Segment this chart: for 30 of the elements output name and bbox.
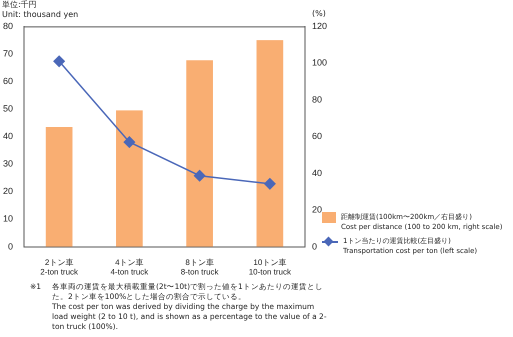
y-tick-label: 10 (2, 214, 14, 224)
y2-tick-label: 40 (312, 168, 322, 178)
bar (256, 40, 284, 247)
x-tick-label: 8トン車 8-ton truck (180, 258, 220, 276)
x-tick-label: 2トン車 2-ton truck (40, 258, 80, 276)
y-tick-label: 0 (8, 241, 14, 252)
y-tick-label: 70 (2, 48, 14, 58)
y-tick-label: 50 (2, 104, 14, 114)
y-axis-title: 単位:千円 Unit: thousand yen (2, 0, 78, 20)
x-tick-label: 10トン車 10-ton truck (248, 258, 292, 276)
y2-axis-title: (%) (312, 9, 326, 18)
y-tick-label: 60 (2, 76, 14, 86)
y-tick-label: 30 (2, 158, 14, 169)
bar (116, 110, 143, 247)
y2-tick-label: 120 (312, 20, 328, 31)
point (194, 170, 206, 182)
y2-tick-label: 20 (312, 204, 322, 215)
bar (46, 126, 72, 247)
y2-tick-label: 80 (312, 94, 322, 104)
y2-tick-label: 100 (312, 58, 328, 68)
point (53, 56, 65, 68)
point (264, 178, 276, 190)
point (124, 136, 136, 148)
bar (186, 60, 213, 247)
y2-tick-label: 60 (312, 131, 322, 142)
y2-tick-label: 0 (312, 241, 317, 252)
x-tick-label: 4トン車 4-ton truck (110, 258, 150, 276)
y-tick-label: 20 (2, 186, 14, 196)
y-tick-label: 80 (2, 20, 14, 31)
y-tick-label: 40 (2, 131, 14, 142)
